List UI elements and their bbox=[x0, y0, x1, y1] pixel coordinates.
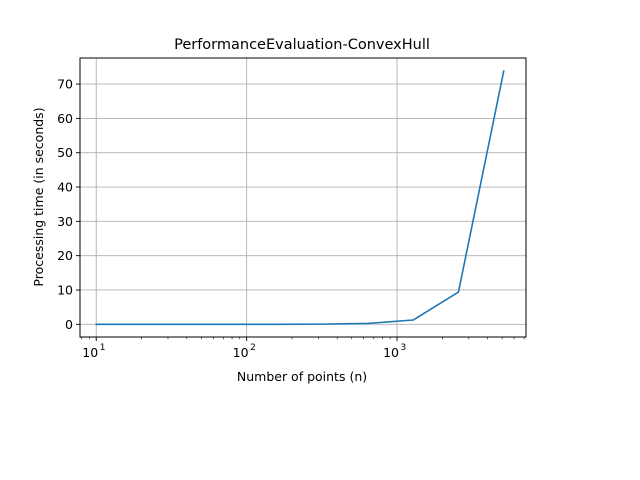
y-tick-label: 30 bbox=[57, 214, 73, 229]
y-tick-label: 20 bbox=[57, 248, 73, 263]
x-tick-label: 10 bbox=[233, 345, 249, 360]
x-axis: 10 1 10 2 10 3 bbox=[81, 337, 525, 360]
chart-title: PerformanceEvaluation-ConvexHull bbox=[174, 37, 430, 53]
x-tick-exponent: 2 bbox=[250, 343, 256, 353]
x-tick-label: 10 bbox=[383, 345, 399, 360]
y-tick-label: 60 bbox=[57, 111, 73, 126]
series-line-0 bbox=[95, 70, 505, 326]
x-tick-exponent: 3 bbox=[401, 343, 407, 353]
y-tick-label: 10 bbox=[57, 282, 73, 297]
plot-frame bbox=[79, 57, 527, 338]
plot-series bbox=[95, 70, 505, 326]
x-tick-base: 10 bbox=[82, 345, 98, 360]
y-tick-label: 70 bbox=[57, 77, 73, 92]
x-axis-label: Number of points (n) bbox=[237, 369, 367, 384]
x-tick-exponent: 1 bbox=[100, 343, 106, 353]
x-tick-base: 10 bbox=[233, 345, 249, 360]
y-tick-label: 0 bbox=[65, 317, 73, 332]
y-axis-label: Processing time (in seconds) bbox=[31, 107, 46, 286]
x-tick-label: 10 bbox=[82, 345, 98, 360]
x-tick-base: 10 bbox=[383, 345, 399, 360]
y-axis: 0 10 20 30 40 50 60 70 bbox=[57, 77, 80, 332]
grid bbox=[80, 58, 526, 337]
y-tick-label: 50 bbox=[57, 145, 73, 160]
y-tick-label: 40 bbox=[57, 180, 73, 195]
